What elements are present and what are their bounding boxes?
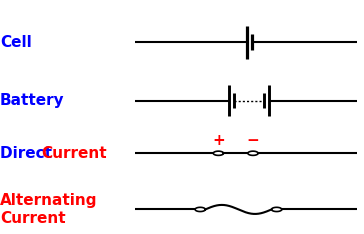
Text: Cell: Cell bbox=[0, 35, 32, 50]
Text: −: − bbox=[246, 133, 260, 148]
Text: Direct: Direct bbox=[0, 146, 57, 161]
Text: Battery: Battery bbox=[0, 93, 65, 108]
Text: Alternating
Current: Alternating Current bbox=[0, 193, 98, 226]
Text: +: + bbox=[212, 133, 225, 148]
Text: Current: Current bbox=[41, 146, 107, 161]
